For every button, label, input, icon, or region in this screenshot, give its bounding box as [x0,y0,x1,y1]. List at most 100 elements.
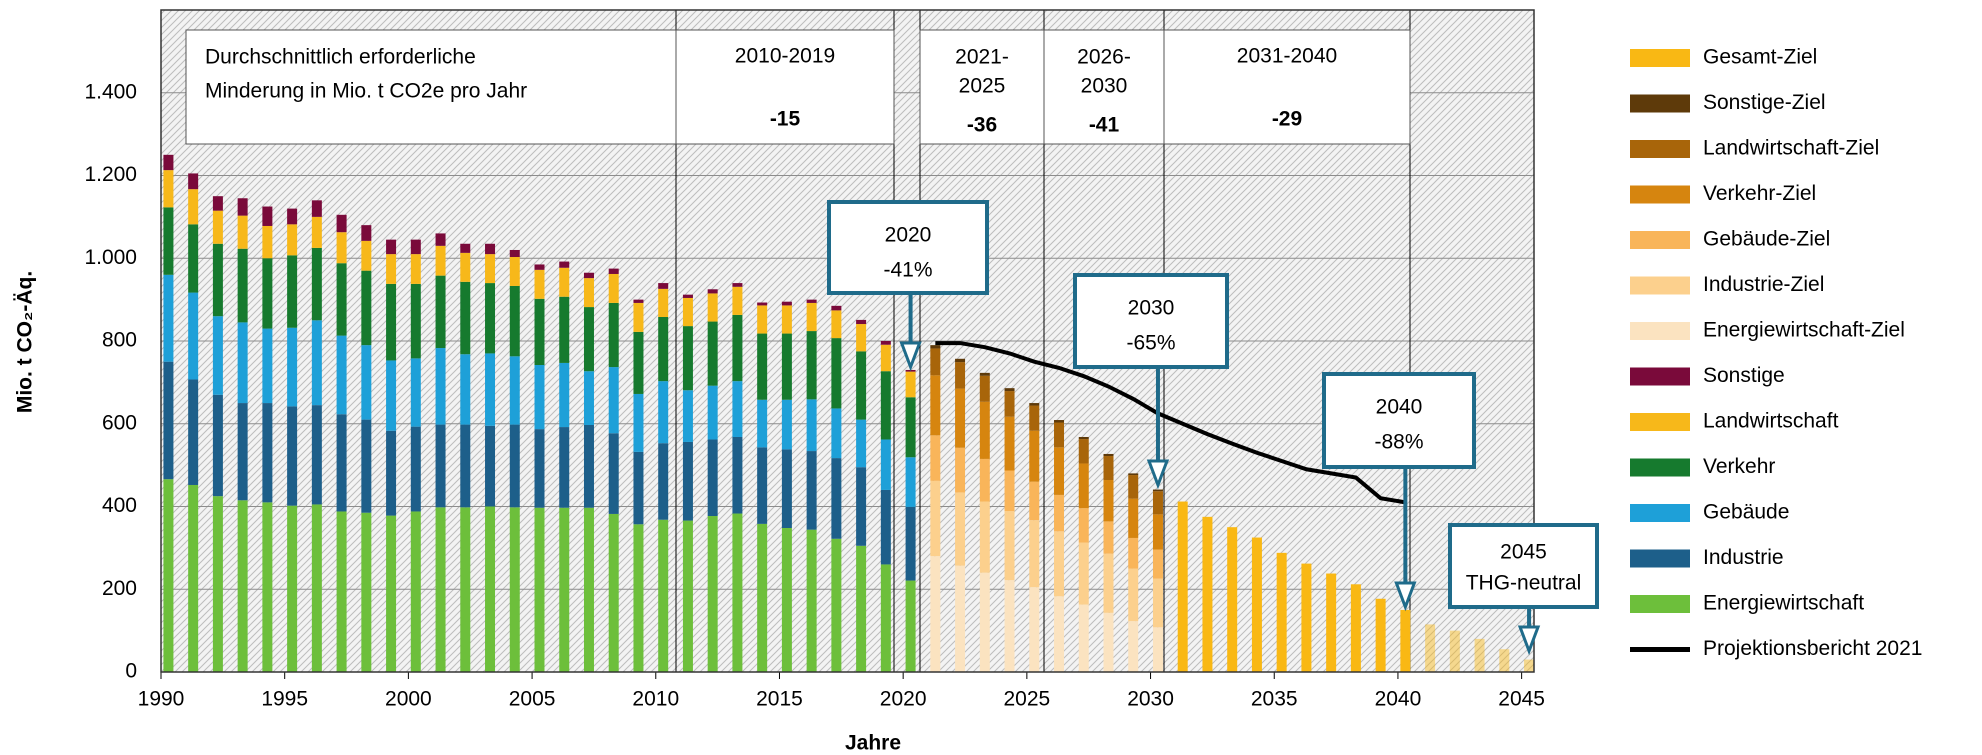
bar-segment [831,310,842,339]
bar-segment [311,200,322,217]
bar-segment [237,248,248,323]
bar-segment [682,294,693,298]
table-label: Minderung in Mio. t CO2e pro Jahr [205,80,527,103]
bar-segment [658,381,669,444]
bar-segment [1128,475,1139,499]
bar-segment [1029,520,1040,588]
bar-segment [707,289,718,294]
bar-segment [1054,422,1065,448]
bar-segment [806,529,817,672]
bar-segment [781,449,792,529]
bar-segment [1152,578,1163,628]
legend-swatch [1630,322,1690,340]
bar-segment [386,430,397,516]
bar-segment [534,298,545,365]
bar-segment [435,245,446,276]
bar-segment [559,261,570,268]
legend-swatch [1630,458,1690,477]
bar-segment [534,264,545,270]
bar-segment [534,507,545,672]
bar-segment [608,367,619,434]
legend-label: Gebäude [1703,501,1789,524]
bar-segment [880,341,891,345]
x-tick-label: 2030 [1127,688,1174,711]
bar-segment [658,317,669,382]
bar-segment [633,393,644,452]
bar-segment [930,435,941,481]
bar-segment [1004,470,1015,512]
bar-segment [905,371,916,398]
bar-segment [1078,508,1089,543]
bar-segment [1499,649,1510,672]
table-period: 2021- [955,46,1009,69]
bar-segment [460,507,471,672]
bar-segment [287,327,298,407]
bar-segment [930,556,941,672]
bar-segment [806,302,817,332]
bar-segment [1103,456,1114,481]
bar-segment [608,433,619,514]
bar-segment [1004,416,1015,471]
bar-segment [485,506,496,672]
bar-segment [410,239,421,255]
bar-segment [856,319,867,325]
x-axis-label: Jahre [845,732,901,755]
bar-segment [1400,609,1411,672]
bar-segment [608,302,619,368]
annotation-text: 2020 [885,224,932,247]
bar-segment [979,372,990,376]
bar-segment [311,216,322,248]
bar-segment [386,515,397,672]
bar-segment [1103,453,1114,457]
table-value: -36 [967,114,997,137]
legend-label: Landwirtschaft-Ziel [1703,137,1879,160]
legend-label: Energiewirtschaft-Ziel [1703,319,1905,342]
bar-segment [658,519,669,672]
bar-segment [509,507,520,672]
bar-segment [757,333,768,400]
bar-segment [237,322,248,404]
bar-segment [509,356,520,425]
bar-segment [262,206,273,226]
legend-swatch [1630,49,1690,67]
bar-segment [1276,552,1287,672]
table-period: 2010-2019 [735,45,835,68]
bar-segment [485,283,496,354]
bar-segment [682,520,693,672]
bar-segment [831,538,842,672]
bar-segment [633,451,644,525]
table-label-cell [185,29,677,145]
bar-segment [658,283,669,289]
bar-segment [806,299,817,303]
bar-segment [979,458,990,502]
bar-segment [1004,511,1015,581]
bar-segment [955,362,966,389]
bar-segment [1078,604,1089,672]
bar-segment [583,307,594,372]
bar-segment [410,426,421,512]
annotation-arrowhead [1146,459,1170,490]
x-tick-label: 2025 [1003,688,1050,711]
bar-segment [410,511,421,672]
bar-segment [905,457,916,507]
bar-segment [534,429,545,508]
bar-segment [757,399,768,448]
bar-segment [1449,630,1460,672]
legend-swatch [1630,276,1690,295]
bar-segment [212,243,223,317]
y-tick-label: 0 [125,660,137,683]
bar-segment [485,353,496,426]
bar-segment [435,507,446,672]
bar-segment [287,224,298,256]
bar-segment [757,305,768,334]
bar-segment [806,399,817,452]
bar-segment [905,397,916,458]
bar-segment [682,441,693,521]
bar-segment [806,451,817,530]
annotation-box [1322,372,1476,469]
legend-label: Gesamt-Ziel [1703,46,1817,69]
bar-segment [336,214,347,233]
bar-segment [682,326,693,391]
bar-segment [583,424,594,508]
